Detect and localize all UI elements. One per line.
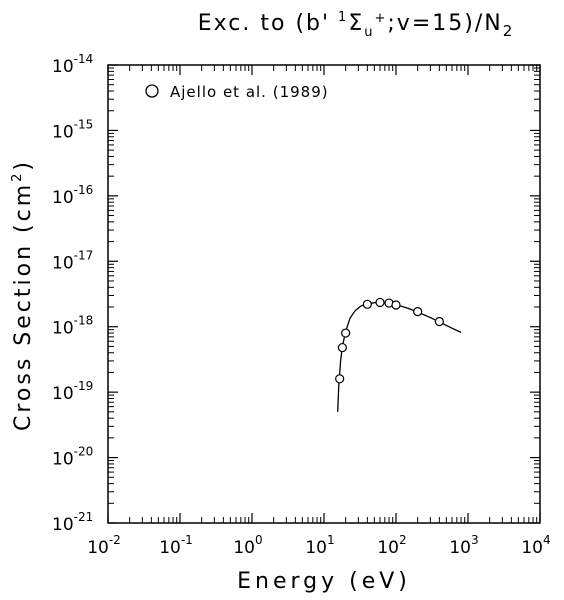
y-axis-label: Cross Section (cm2) <box>10 159 36 431</box>
chart-title: Exc. to (b' 1Σu+;v=15)/N2 <box>198 10 515 40</box>
plot-frame <box>107 64 541 524</box>
x-tick-label: 104 <box>521 533 550 558</box>
x-tick-label: 102 <box>377 533 406 558</box>
data-point <box>434 316 444 327</box>
data-point <box>413 307 423 317</box>
data-point <box>375 297 385 308</box>
title-sub-u: u <box>364 25 374 40</box>
data-point <box>341 328 351 338</box>
x-tick-label: 10-1 <box>159 533 193 558</box>
x-axis-label: Energy (eV) <box>237 569 411 594</box>
legend-marker-circle <box>145 84 159 98</box>
svg-text:Cross Section (cm2): Cross Section (cm2) <box>10 159 36 431</box>
ylabel-text: Cross Section (cm <box>11 182 36 431</box>
ylabel-close: ) <box>11 159 36 171</box>
title-prefix: Exc. to (b' <box>198 11 330 36</box>
title-sup-plus: + <box>374 11 387 26</box>
y-tick-label: 10-19 <box>52 379 93 404</box>
x-tick-label: 100 <box>233 533 262 558</box>
y-tick-label: 10-18 <box>52 314 93 339</box>
axis-ticks <box>107 64 541 524</box>
x-tick-label: 10-2 <box>87 533 121 558</box>
x-tick-label: 103 <box>449 533 478 558</box>
y-tick-label: 10-21 <box>52 510 93 535</box>
y-tick-label: 10-14 <box>52 52 93 77</box>
title-sup-1: 1 <box>338 10 348 25</box>
data-point <box>335 374 345 384</box>
y-tick-label: 10-20 <box>52 445 93 470</box>
legend-label: Ajello et al. (1989) <box>170 83 329 101</box>
series-layer <box>335 297 462 412</box>
data-point <box>391 300 401 310</box>
y-tick-label: 10-15 <box>52 117 93 142</box>
y-tick-label: 10-17 <box>52 248 93 273</box>
title-middle: ;v=15)/N <box>387 11 502 36</box>
title-sigma: Σ <box>348 11 364 36</box>
tick-labels: 10-2 10-1 100 101 102 103 104 10-21 10-20 10-19 10… <box>52 52 551 558</box>
svg-text:Exc. to (b'1Σu+;v=15)/N2: Exc. to (b' 1Σu+;v=15)/N2 <box>198 10 515 40</box>
ylabel-sup: 2 <box>10 171 25 182</box>
title-sub-2: 2 <box>503 22 515 40</box>
y-tick-label: 10-16 <box>52 183 93 208</box>
legend: Ajello et al. (1989) <box>145 83 329 101</box>
data-point <box>362 299 372 309</box>
x-tick-label: 101 <box>305 533 334 558</box>
data-point <box>337 342 347 353</box>
